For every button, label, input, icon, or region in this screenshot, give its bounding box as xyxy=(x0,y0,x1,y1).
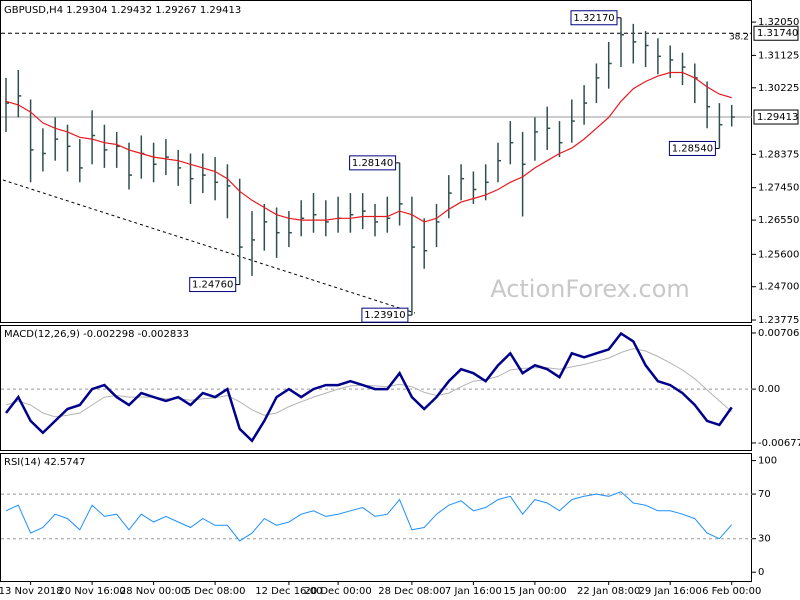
x-tick-label: 22 Jan 08:00 xyxy=(577,586,640,597)
x-tick-label: 15 Jan 00:00 xyxy=(503,586,566,597)
moving-average xyxy=(5,71,732,223)
macd-panel xyxy=(0,325,752,451)
annotation-box xyxy=(668,140,716,156)
indicator-line xyxy=(5,331,733,443)
price-label-box xyxy=(753,25,799,41)
price-label: 1.31740 xyxy=(757,28,798,39)
annotation-label: 1.28540 xyxy=(672,143,713,154)
y-tick-label: 0.007063 xyxy=(758,328,800,339)
x-tick-label: 28 Dec 08:00 xyxy=(378,586,445,597)
price-title: GBPUSD,H4 1.29304 1.29432 1.29267 1.2941… xyxy=(4,5,241,16)
x-tick-label: 5 Dec 08:00 xyxy=(185,586,246,597)
y-tick-label: 1.24700 xyxy=(758,282,799,293)
y-tick-label: 1.31125 xyxy=(758,50,799,61)
y-tick-label: 30 xyxy=(758,534,771,545)
x-tick-label: 6 Feb 00:00 xyxy=(702,586,761,597)
fib-level: 38.2 xyxy=(729,33,749,43)
annotation-box xyxy=(570,10,618,26)
x-tick-label: 28 Nov 00:00 xyxy=(120,586,187,597)
y-tick-label: 70 xyxy=(758,489,771,500)
y-tick-label: 1.23775 xyxy=(758,315,799,326)
y-tick-label: 1.32050 xyxy=(758,17,799,28)
x-tick-label: 20 Dec 00:00 xyxy=(304,586,371,597)
annotation-label: 1.23910 xyxy=(364,310,405,321)
annotation-label: 1.28140 xyxy=(352,158,393,169)
trend-line xyxy=(2,179,416,314)
x-tick-label: 7 Jan 16:00 xyxy=(445,586,502,597)
annotation-label: 1.32170 xyxy=(573,13,614,24)
x-tick-label: 13 Nov 2018 xyxy=(0,586,63,597)
x-tick-label: 20 Nov 16:00 xyxy=(58,586,125,597)
y-tick-label: 0.00 xyxy=(758,384,780,395)
y-tick-label: 1.25600 xyxy=(758,249,799,260)
y-tick-label: 1.27450 xyxy=(758,183,799,194)
y-tick-label: 1.26550 xyxy=(758,215,799,226)
annotation-box xyxy=(361,307,409,323)
annotation-label: 1.24760 xyxy=(192,280,233,291)
y-tick-label: 100 xyxy=(758,456,777,467)
annotation-box xyxy=(349,155,397,171)
x-tick-label: 29 Jan 16:00 xyxy=(639,586,702,597)
price-label: 1.29413 xyxy=(757,112,798,123)
x-tick-label: 12 Dec 16:00 xyxy=(255,586,322,597)
price-label-box xyxy=(753,109,799,125)
y-tick-label: -0.006774 xyxy=(758,438,800,449)
y-tick-label: 1.30225 xyxy=(758,83,799,94)
rsi-panel xyxy=(0,453,752,582)
annotation-box xyxy=(189,277,237,293)
macd-title: MACD(12,26,9) -0.002298 -0.002833 xyxy=(4,329,189,340)
rsi-title: RSI(14) 42.5747 xyxy=(4,457,85,468)
y-tick-label: 0 xyxy=(758,567,764,578)
indicator-line xyxy=(5,491,733,542)
y-tick-label: 1.28375 xyxy=(758,149,799,160)
watermark: ActionForex.com xyxy=(490,275,690,303)
indicator-line xyxy=(5,348,733,418)
